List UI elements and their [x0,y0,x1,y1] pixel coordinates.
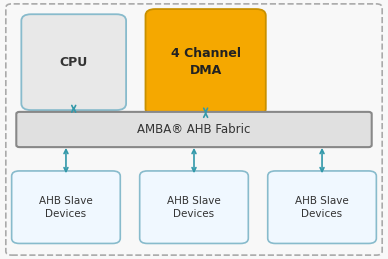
FancyBboxPatch shape [268,171,376,243]
Text: AHB Slave
Devices: AHB Slave Devices [295,196,349,219]
Text: AHB Slave
Devices: AHB Slave Devices [39,196,93,219]
Text: 4 Channel
DMA: 4 Channel DMA [171,47,241,77]
FancyBboxPatch shape [16,112,372,147]
FancyBboxPatch shape [146,9,266,115]
FancyBboxPatch shape [12,171,120,243]
FancyBboxPatch shape [21,14,126,110]
Text: CPU: CPU [60,56,88,69]
Text: AHB Slave
Devices: AHB Slave Devices [167,196,221,219]
Text: AMBA® AHB Fabric: AMBA® AHB Fabric [137,123,251,136]
FancyBboxPatch shape [140,171,248,243]
